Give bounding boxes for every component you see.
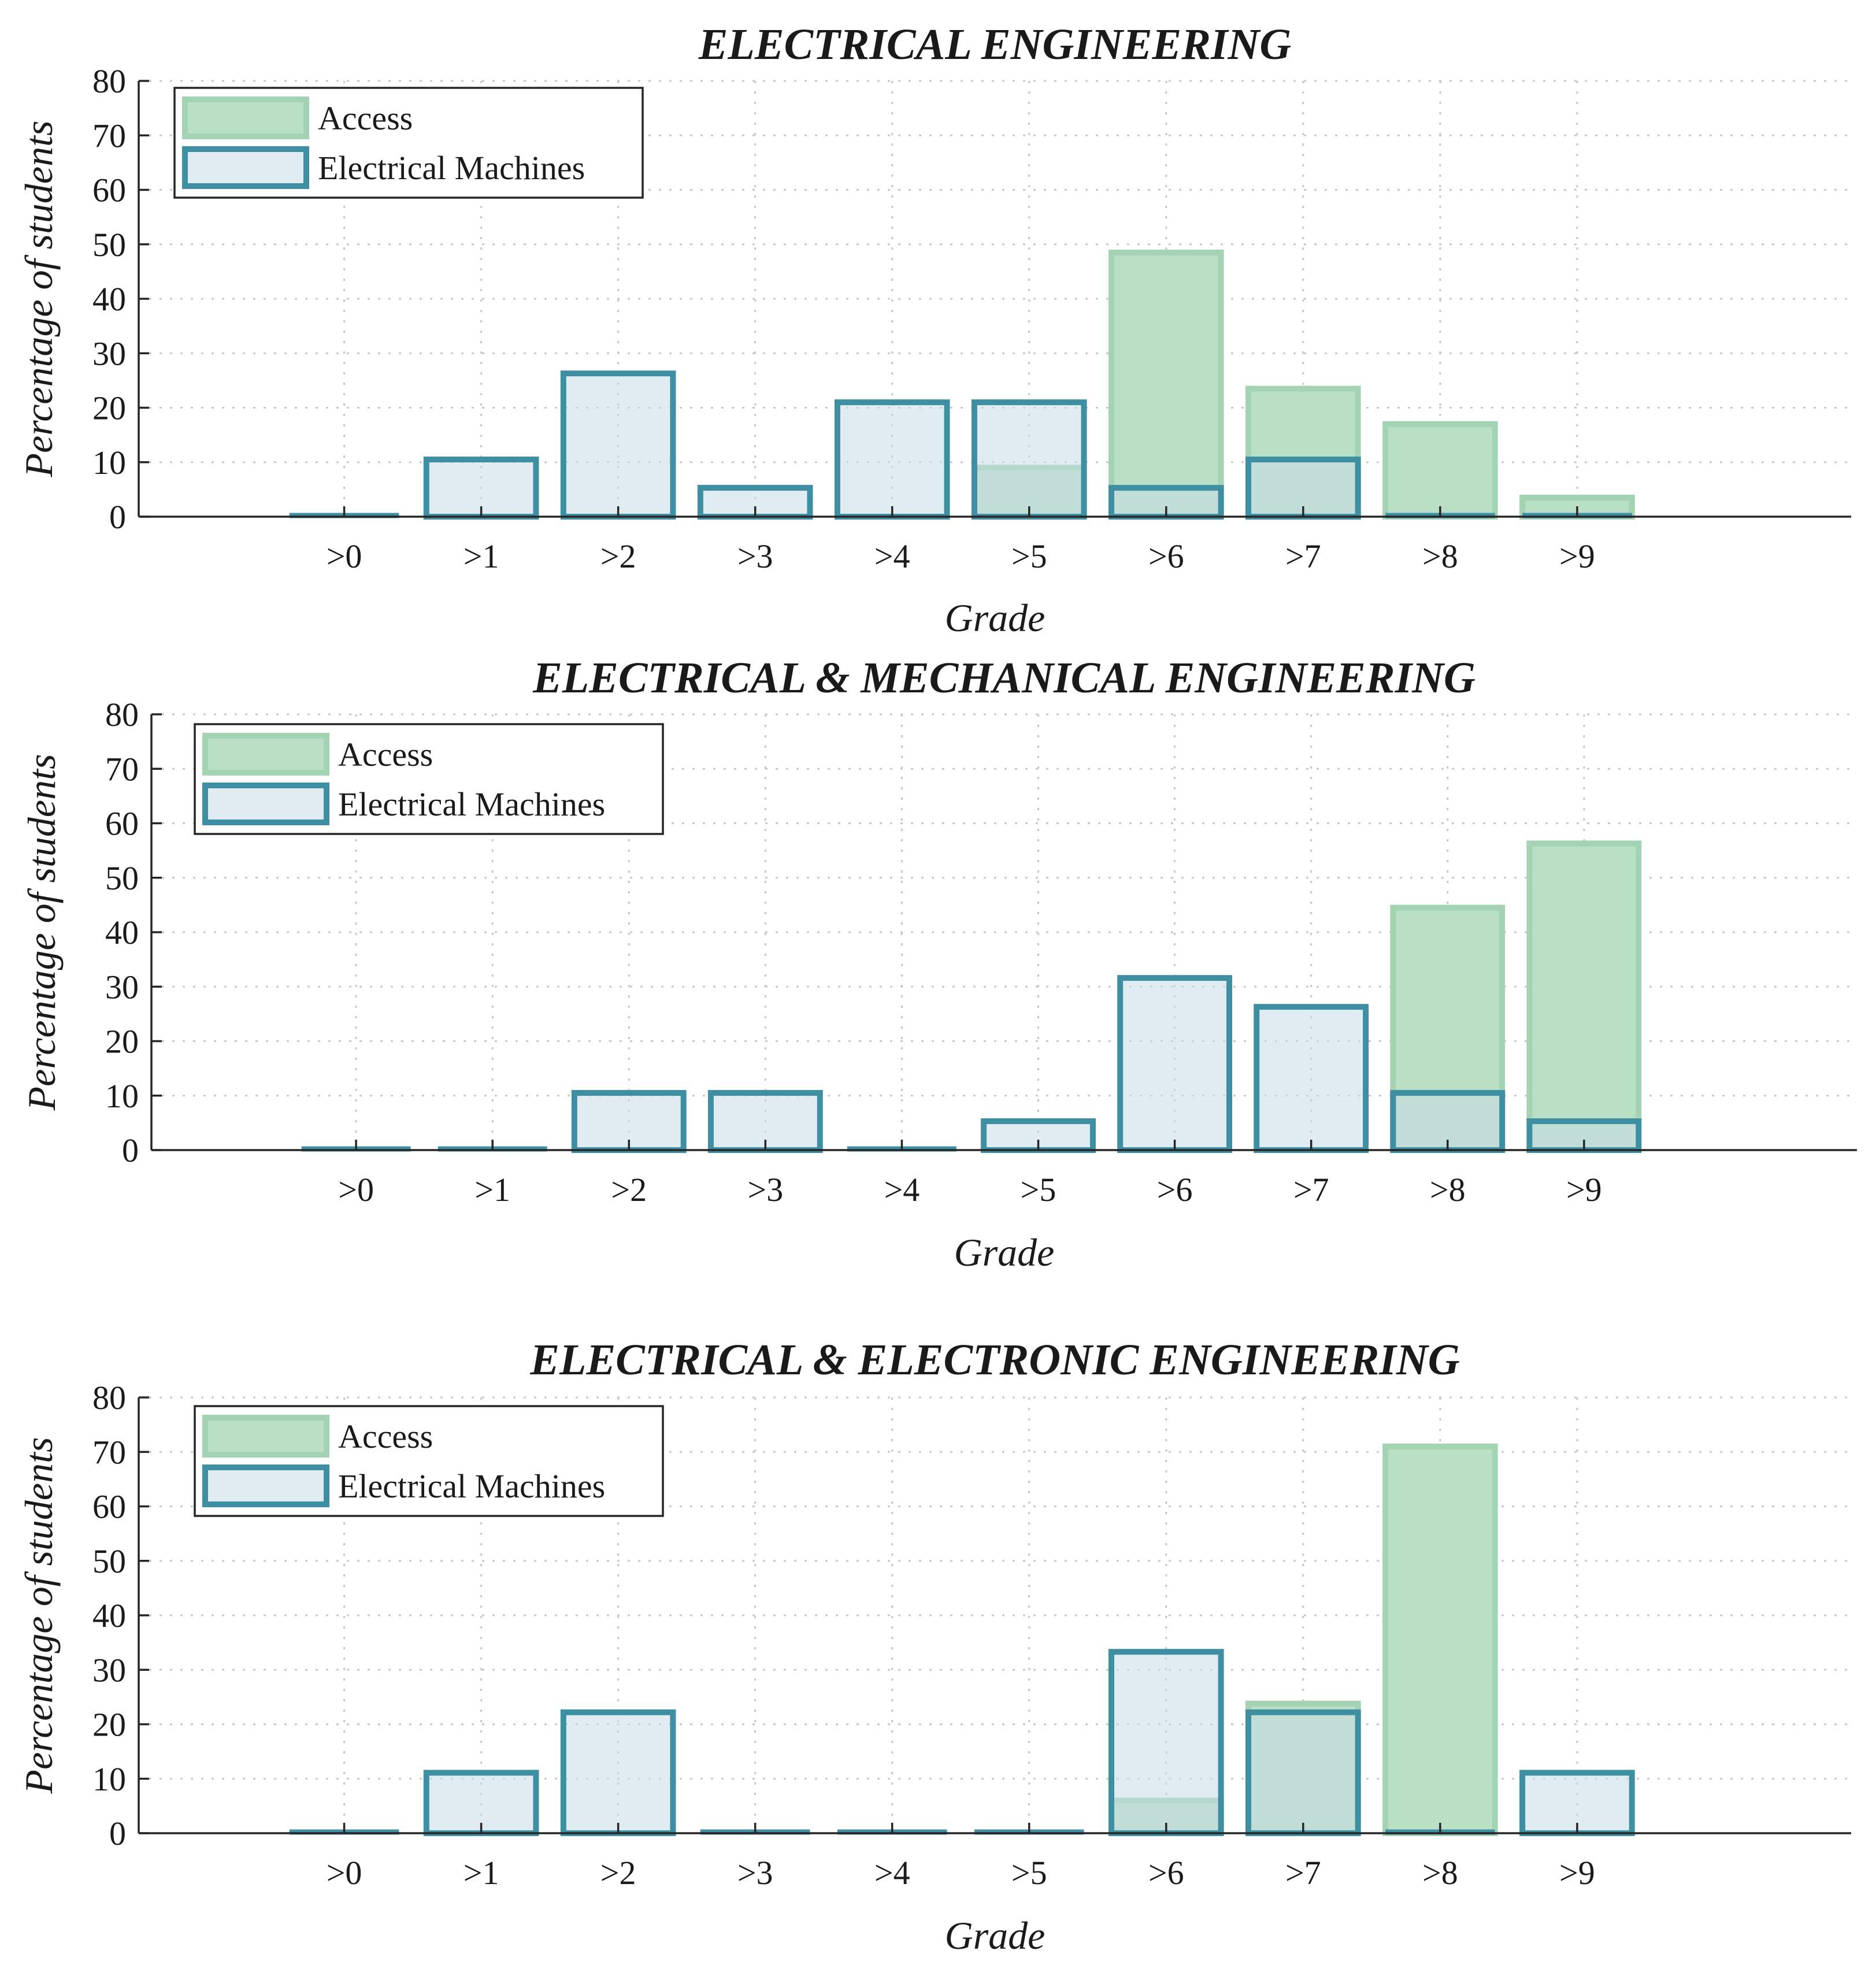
y-tick-label: 80 — [92, 62, 126, 100]
y-tick-label: 60 — [92, 1488, 126, 1526]
x-tick-label: >9 — [1566, 1171, 1602, 1208]
x-tick-label: >4 — [874, 537, 910, 575]
x-tick-label: >8 — [1422, 537, 1458, 575]
y-tick-label: 20 — [92, 1706, 126, 1744]
x-tick-label: >5 — [1011, 537, 1047, 575]
x-tick-label: >3 — [737, 537, 773, 575]
bar-electrical-machines — [560, 1709, 676, 1836]
y-tick-label: 0 — [109, 1815, 126, 1852]
x-tick-label: >5 — [1021, 1171, 1056, 1208]
legend: Access Electrical Machines — [173, 87, 644, 199]
x-tick-label: >4 — [874, 1854, 910, 1892]
legend-label-electrical-machines: Electrical Machines — [338, 785, 605, 823]
legend-swatch-electrical-machines — [202, 783, 329, 825]
bar-electrical-machines — [1254, 1004, 1369, 1154]
x-axis-title: Grade — [954, 1230, 1055, 1274]
chart-title: ELECTRICAL & ELECTRONIC ENGINEERING — [529, 1336, 1459, 1384]
y-tick-label: 70 — [92, 117, 126, 154]
bar-electrical-machines — [971, 399, 1087, 520]
y-tick-label: 30 — [105, 968, 139, 1006]
y-tick-label: 80 — [92, 1379, 126, 1417]
y-tick-label: 0 — [109, 498, 126, 536]
x-tick-label: >0 — [338, 1171, 374, 1208]
bar-access — [1526, 840, 1642, 1154]
x-tick-label: >8 — [1430, 1171, 1466, 1208]
y-axis-title: Percentage of students — [17, 121, 61, 478]
x-axis-title: Grade — [945, 596, 1045, 640]
y-tick-label: 60 — [92, 172, 126, 209]
legend-label-access: Access — [338, 736, 433, 773]
bar-electrical-machines — [423, 457, 539, 520]
chart-panel-1: 0 10 20 30 40 50 60 70 80 >0 >1 >2 >3 >4 >5 >6 >7 >8 >9 ELE… — [17, 20, 1851, 640]
legend-label-access: Access — [318, 99, 413, 137]
x-tick-label: >0 — [327, 1854, 362, 1892]
x-tick-label: >1 — [464, 1854, 499, 1892]
x-tick-label: >3 — [748, 1171, 784, 1208]
y-tick-label: 50 — [105, 859, 139, 897]
legend-label-electrical-machines: Electrical Machines — [318, 149, 585, 187]
bar-electrical-machines — [1117, 975, 1233, 1154]
bar-electrical-machines — [560, 370, 676, 520]
legend: Access Electrical Machines — [194, 723, 664, 835]
x-tick-label: >7 — [1293, 1171, 1329, 1208]
bar-access — [1382, 1443, 1498, 1836]
y-tick-label: 20 — [105, 1023, 139, 1061]
bar-electrical-machines — [1108, 1649, 1224, 1836]
bar-access — [1382, 421, 1498, 520]
bar-electrical-machines — [1245, 1709, 1361, 1836]
x-tick-label: >5 — [1011, 1854, 1047, 1892]
x-tick-label: >2 — [600, 1854, 636, 1892]
bar-electrical-machines — [834, 399, 950, 520]
x-tick-label: >9 — [1559, 537, 1595, 575]
y-tick-label: 30 — [92, 335, 126, 372]
x-tick-label: >6 — [1148, 1854, 1184, 1892]
y-tick-label: 40 — [92, 280, 126, 318]
legend-swatch-access — [202, 733, 329, 776]
y-tick-label: 30 — [92, 1651, 126, 1689]
legend-swatch-access — [202, 1415, 329, 1458]
x-tick-label: >3 — [737, 1854, 773, 1892]
y-tick-label: 40 — [105, 914, 139, 951]
y-tick-label: 20 — [92, 390, 126, 427]
x-tick-label: >6 — [1157, 1171, 1193, 1208]
legend-swatch-electrical-machines — [202, 1464, 329, 1507]
legend-label-electrical-machines: Electrical Machines — [338, 1467, 605, 1505]
x-tick-label: >9 — [1559, 1854, 1595, 1892]
y-axis-title: Percentage of students — [20, 754, 64, 1111]
legend: Access Electrical Machines — [194, 1405, 664, 1517]
chart-panel-2: 0 10 20 30 40 50 60 70 80 >0 >1 >2 >3 >4 >5 >6 >7 >8 >9 ELE… — [20, 654, 1857, 1274]
x-tick-label: >1 — [464, 537, 499, 575]
y-tick-label: 10 — [92, 444, 126, 481]
bar-access — [1108, 249, 1224, 520]
x-tick-label: >2 — [611, 1171, 647, 1208]
x-axis-title: Grade — [945, 1914, 1045, 1957]
y-tick-label: 0 — [122, 1132, 139, 1169]
y-tick-label: 50 — [92, 1543, 126, 1580]
y-tick-label: 50 — [92, 226, 126, 264]
x-tick-label: >1 — [474, 1171, 510, 1208]
y-tick-label: 10 — [105, 1077, 139, 1115]
chart-panel-3: 0 10 20 30 40 50 60 70 80 >0 >1 >2 >3 >4 >5 >6 >7 >8 >9 ELE… — [17, 1336, 1851, 1957]
y-tick-label: 70 — [105, 750, 139, 788]
x-tick-label: >2 — [600, 537, 636, 575]
x-tick-label: >6 — [1148, 537, 1184, 575]
chart-title: ELECTRICAL ENGINEERING — [698, 20, 1292, 69]
x-tick-label: >7 — [1285, 537, 1321, 575]
y-tick-label: 80 — [105, 696, 139, 733]
chart-title: ELECTRICAL & MECHANICAL ENGINEERING — [532, 654, 1475, 702]
y-axis-title: Percentage of students — [17, 1437, 61, 1794]
y-tick-label: 10 — [92, 1760, 126, 1798]
x-tick-label: >8 — [1422, 1854, 1458, 1892]
legend-swatch-access — [182, 97, 309, 139]
y-tick-label: 60 — [105, 805, 139, 843]
legend-label-access: Access — [338, 1418, 433, 1455]
bar-electrical-machines — [1526, 1118, 1642, 1153]
x-tick-label: >7 — [1285, 1854, 1321, 1892]
y-tick-label: 70 — [92, 1433, 126, 1471]
legend-swatch-electrical-machines — [182, 146, 309, 189]
x-tick-label: >0 — [327, 537, 362, 575]
x-tick-label: >4 — [884, 1171, 920, 1208]
y-tick-label: 40 — [92, 1597, 126, 1634]
